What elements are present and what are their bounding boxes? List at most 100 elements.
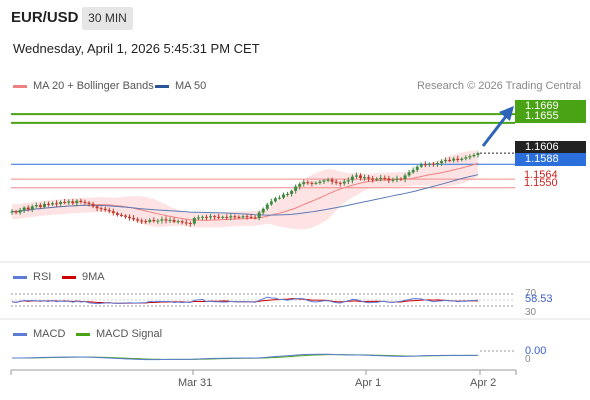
candle-body xyxy=(294,186,298,191)
candle-body xyxy=(375,179,379,181)
candle-body xyxy=(132,218,136,220)
candle-body xyxy=(205,216,209,218)
candle-body xyxy=(148,219,152,222)
candle-body xyxy=(103,208,107,211)
candle-body xyxy=(354,175,358,177)
candle-body xyxy=(383,177,387,179)
candle-body xyxy=(314,182,318,184)
legend-rsi-label: RSI xyxy=(33,271,52,283)
rsi-swatch xyxy=(13,275,27,279)
candle-body xyxy=(233,216,237,218)
candle-body xyxy=(221,216,225,218)
timeframe-button[interactable]: 30 MIN xyxy=(82,7,133,30)
candle-body xyxy=(281,194,285,198)
research-credit: Research © 2026 Trading Central xyxy=(416,80,581,92)
legend-ma20: MA 20 + Bollinger Bands xyxy=(13,80,154,92)
candle-body xyxy=(152,219,156,222)
legend-macd-signal: MACD Signal xyxy=(76,328,162,340)
candle-body xyxy=(95,206,99,209)
rsi-level-70: 70 xyxy=(525,288,537,299)
candle-body xyxy=(55,203,59,205)
candle-body xyxy=(172,219,176,222)
candle-body xyxy=(452,158,456,161)
candle-body xyxy=(350,176,354,181)
candle-body xyxy=(318,181,322,183)
candle-body xyxy=(423,164,427,166)
candle-body xyxy=(22,207,26,211)
candle-body xyxy=(261,208,265,213)
symbol-title: EUR/USD xyxy=(11,9,79,26)
x-tick-mar31: Mar 31 xyxy=(178,377,213,389)
candle-body xyxy=(156,220,160,222)
candle-body xyxy=(326,179,330,181)
candle-body xyxy=(180,221,184,223)
candle-body xyxy=(249,216,253,218)
candle-body xyxy=(334,181,338,183)
legend-9ma-label: 9MA xyxy=(82,271,105,283)
candle-body xyxy=(10,211,14,213)
legend-9ma: 9MA xyxy=(62,271,105,283)
candle-body xyxy=(419,164,423,167)
candle-body xyxy=(184,222,188,224)
candle-body xyxy=(290,190,294,194)
candle-body xyxy=(71,201,75,204)
candle-body xyxy=(46,203,50,205)
candle-body xyxy=(119,214,123,216)
projection-arrowhead xyxy=(499,106,514,121)
candle-body xyxy=(115,213,119,215)
candle-body xyxy=(34,205,38,207)
support-label-2: 1.1550 xyxy=(524,177,558,189)
candle-body xyxy=(38,205,42,207)
candle-body xyxy=(87,202,91,204)
candle-body xyxy=(30,206,34,210)
candle-body xyxy=(338,182,342,184)
candle-body xyxy=(196,217,200,219)
legend-ma20-label: MA 20 + Bollinger Bands xyxy=(33,80,154,92)
candle-body xyxy=(253,217,257,219)
candle-body xyxy=(26,207,30,210)
candle-body xyxy=(18,210,22,213)
candle-body xyxy=(435,163,439,165)
candle-body xyxy=(298,184,302,187)
ma50-line xyxy=(11,174,479,216)
candle-body xyxy=(391,179,395,181)
candle-body xyxy=(427,163,431,165)
candle-body xyxy=(83,202,87,204)
candle-body xyxy=(144,221,148,223)
ma50-swatch xyxy=(155,84,169,88)
macd-zero: 0 xyxy=(525,354,531,365)
candle-body xyxy=(399,178,403,180)
candle-body xyxy=(136,219,140,221)
legend-macd-signal-label: MACD Signal xyxy=(96,328,163,340)
candle-body xyxy=(431,163,435,165)
candle-body xyxy=(440,161,444,164)
candle-body xyxy=(379,177,383,180)
candle-body xyxy=(415,166,419,170)
bollinger-band xyxy=(12,150,478,230)
candle-body xyxy=(140,220,144,222)
candle-body xyxy=(111,211,115,214)
candle-body xyxy=(277,197,281,199)
candle-body xyxy=(358,175,362,178)
candle-body xyxy=(51,203,55,205)
candle-body xyxy=(164,219,168,221)
legend-rsi: RSI xyxy=(13,271,51,283)
candle-body xyxy=(245,216,249,218)
candle-body xyxy=(468,156,472,158)
candle-body xyxy=(411,169,415,173)
candle-body xyxy=(464,157,468,159)
candle-body xyxy=(128,216,132,219)
candle-body xyxy=(91,203,95,207)
macd-signal-swatch xyxy=(76,332,90,336)
candle-body xyxy=(168,219,172,221)
candle-body xyxy=(241,216,245,218)
candle-body xyxy=(395,178,399,180)
legend-ma50-label: MA 50 xyxy=(175,80,207,92)
legend-ma50: MA 50 xyxy=(155,80,206,92)
candle-body xyxy=(176,221,180,223)
candle-body xyxy=(200,216,204,218)
candle-body xyxy=(346,180,350,182)
candle-body xyxy=(363,177,367,179)
candle-body xyxy=(456,158,460,160)
ma9-swatch xyxy=(62,275,76,279)
